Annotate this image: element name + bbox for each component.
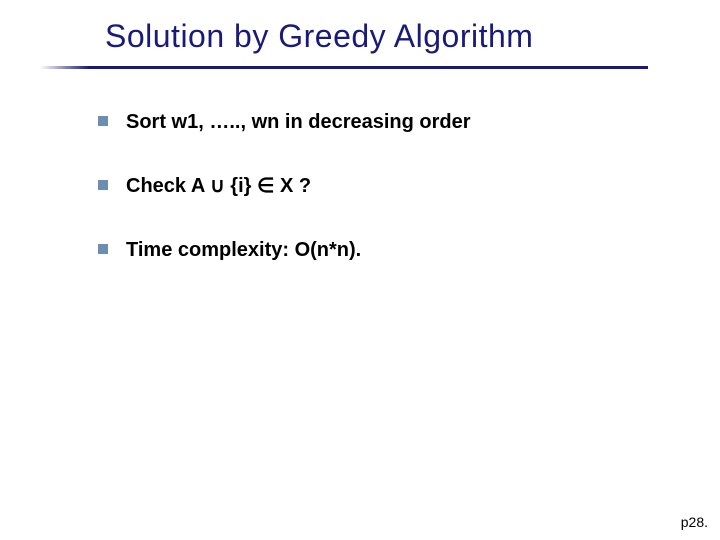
title-underline [40, 66, 648, 69]
bullet-marker-icon [98, 116, 108, 126]
bullet-text: Check A ∪ {i} ∈ X ? [126, 172, 311, 200]
bullet-list: Sort w1, ….., wn in decreasing order Che… [98, 108, 658, 300]
bullet-item: Sort w1, ….., wn in decreasing order [98, 108, 658, 136]
bullet-text: Time complexity: O(n*n). [126, 236, 361, 264]
slide-title: Solution by Greedy Algorithm [105, 18, 533, 55]
bullet-item: Time complexity: O(n*n). [98, 236, 658, 264]
bullet-item: Check A ∪ {i} ∈ X ? [98, 172, 658, 200]
page-number: p28. [681, 514, 708, 530]
bullet-marker-icon [98, 244, 108, 254]
bullet-marker-icon [98, 180, 108, 190]
bullet-text: Sort w1, ….., wn in decreasing order [126, 108, 471, 136]
slide: Solution by Greedy Algorithm Sort w1, ….… [0, 0, 720, 540]
